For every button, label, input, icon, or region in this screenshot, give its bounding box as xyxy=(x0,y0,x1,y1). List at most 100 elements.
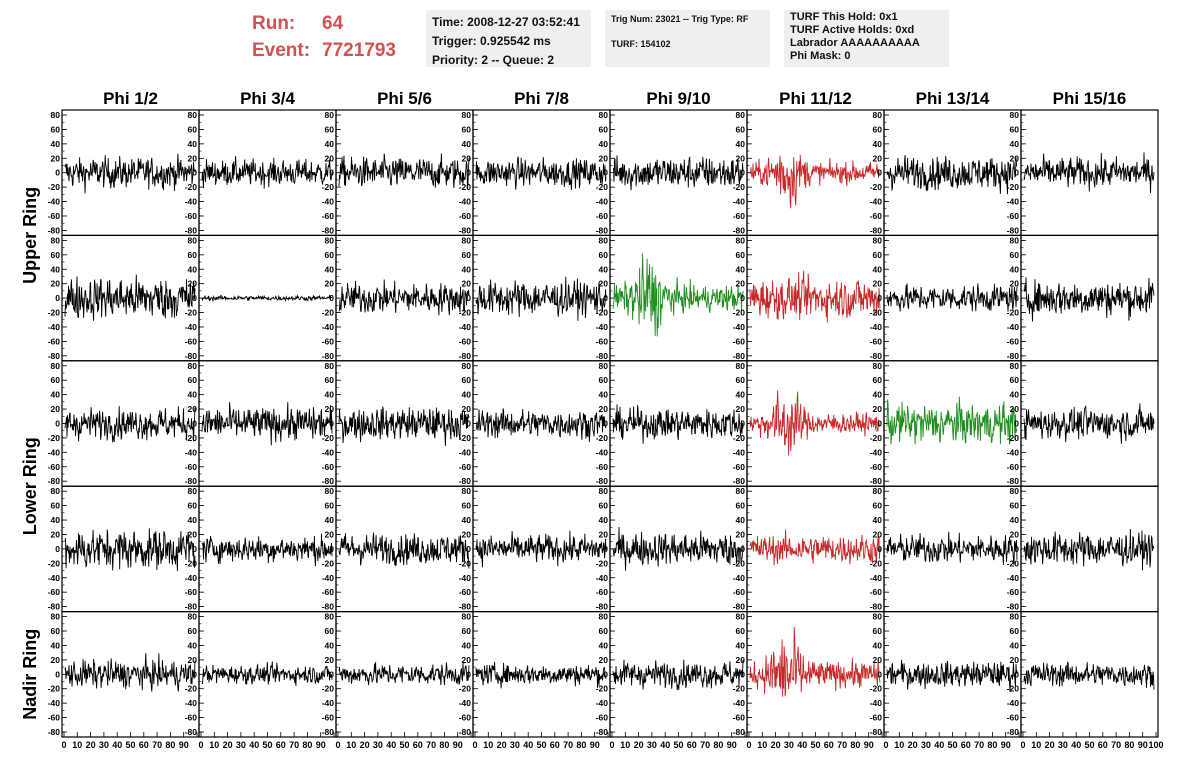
waveform-panel: -80 -60 -40 -20 0 20 40 60 80 xyxy=(185,109,337,237)
y-tick-label: -80 xyxy=(322,602,335,612)
x-tick-label: 70 xyxy=(974,740,984,750)
y-tick-label: -40 xyxy=(596,573,609,583)
x-tick-label: 30 xyxy=(647,740,657,750)
y-tick-label: -40 xyxy=(185,197,198,207)
y-tick-label: -20 xyxy=(48,182,61,192)
y-tick-label: -80 xyxy=(459,727,472,737)
y-tick-label: 40 xyxy=(873,640,883,650)
y-tick-label: -20 xyxy=(870,684,883,694)
y-tick-label: 80 xyxy=(873,110,883,120)
y-tick-label: -40 xyxy=(48,573,61,583)
y-tick-label: 60 xyxy=(736,626,746,636)
y-tick-label: 20 xyxy=(51,655,61,665)
x-tick-label: 60 xyxy=(1098,740,1108,750)
waveform-trace xyxy=(338,532,470,569)
y-tick-label: 80 xyxy=(1010,361,1020,371)
y-tick-label: 80 xyxy=(51,110,61,120)
y-tick-label: -60 xyxy=(870,587,883,597)
waveform-trace xyxy=(886,283,1018,312)
y-tick-label: -60 xyxy=(322,336,335,346)
y-tick-label: 40 xyxy=(1010,390,1020,400)
y-tick-label: 80 xyxy=(462,110,472,120)
waveform-trace xyxy=(64,653,196,692)
y-tick-label: 80 xyxy=(188,486,198,496)
x-tick-label: 30 xyxy=(99,740,109,750)
y-tick-label: 60 xyxy=(188,501,198,511)
y-tick-label: -80 xyxy=(596,727,609,737)
x-tick-label: 70 xyxy=(289,740,299,750)
y-tick-label: 0 xyxy=(329,544,334,554)
x-tick-label: 30 xyxy=(784,740,794,750)
waveform-trace xyxy=(338,153,470,189)
waveform-trace xyxy=(612,659,744,691)
y-tick-label: 80 xyxy=(325,486,335,496)
y-tick-label: 40 xyxy=(188,390,198,400)
waveform-panel: -80 -60 -40 -20 0 20 40 60 80 xyxy=(322,234,474,362)
y-tick-label: -80 xyxy=(733,351,746,361)
waveform-panel: -80 -60 -40 -20 0 20 40 60 80 xyxy=(322,485,474,613)
y-tick-label: -80 xyxy=(870,476,883,486)
y-tick-label: 0 xyxy=(603,669,608,679)
waveform-trace xyxy=(886,659,1018,692)
y-tick-label: 20 xyxy=(188,529,198,539)
y-tick-label: -60 xyxy=(596,587,609,597)
event-label: Event: xyxy=(252,40,311,61)
y-tick-label: 40 xyxy=(188,640,198,650)
y-tick-label: 40 xyxy=(1010,515,1020,525)
y-tick-label: 60 xyxy=(462,375,472,385)
waveform-trace xyxy=(338,279,470,316)
y-tick-label: 60 xyxy=(873,375,883,385)
waveform-trace xyxy=(612,253,744,337)
y-tick-label: -60 xyxy=(870,462,883,472)
y-tick-label: -40 xyxy=(596,322,609,332)
y-tick-label: -80 xyxy=(322,727,335,737)
waveform-panel: -80 -60 -40 -20 0 20 40 60 80 xyxy=(596,485,748,613)
x-tick-label: 70 xyxy=(1111,740,1121,750)
column-title: Phi 3/4 xyxy=(240,89,295,108)
y-tick-label: -60 xyxy=(1007,462,1020,472)
waveform-trace xyxy=(64,406,196,443)
waveform-trace xyxy=(612,526,744,571)
turf-text: TURF: 154102 xyxy=(611,39,671,49)
run-label: Run: xyxy=(252,13,296,34)
waveform-panel: -80 -60 -40 -20 0 20 40 60 80 xyxy=(733,234,885,362)
y-tick-label: -40 xyxy=(733,447,746,457)
y-tick-label: 0 xyxy=(55,168,60,178)
y-tick-label: 0 xyxy=(877,293,882,303)
y-tick-label: -60 xyxy=(48,587,61,597)
y-tick-label: -80 xyxy=(48,476,61,486)
y-tick-label: 80 xyxy=(188,361,198,371)
waveform-panel: -80 -60 -40 -20 0 20 40 60 80 xyxy=(596,109,748,237)
y-tick-label: -40 xyxy=(733,573,746,583)
waveform-panel: -80 -60 -40 -20 0 20 40 60 80 xyxy=(459,485,611,613)
y-tick-label: 80 xyxy=(1010,110,1020,120)
x-tick-label: 90 xyxy=(179,740,189,750)
y-tick-label: 20 xyxy=(51,529,61,539)
y-tick-label: 0 xyxy=(329,168,334,178)
waveform-panel: -80 -60 -40 -20 0 20 40 60 80 xyxy=(459,109,611,237)
x-tick-label: 10 xyxy=(757,740,767,750)
y-tick-label: 40 xyxy=(51,264,61,274)
run-value: 64 xyxy=(322,13,344,34)
x-tick-label: 20 xyxy=(223,740,233,750)
waveform-panel: -80 -60 -40 -20 0 20 40 60 80 xyxy=(596,360,748,487)
x-tick-label: 50 xyxy=(262,740,272,750)
waveform-panel: -80 -60 -40 -20 0 20 40 60 80 xyxy=(48,360,200,487)
column-title: Phi 13/14 xyxy=(916,89,990,108)
y-tick-label: -20 xyxy=(459,182,472,192)
y-tick-label: -40 xyxy=(322,447,335,457)
y-tick-label: 40 xyxy=(462,264,472,274)
y-tick-label: 60 xyxy=(188,375,198,385)
waveform-trace xyxy=(886,155,1018,195)
x-tick-label: 30 xyxy=(236,740,246,750)
y-tick-label: 80 xyxy=(51,235,61,245)
waveform-panel: -80 -60 -40 -20 0 20 40 60 80 xyxy=(733,485,885,613)
waveform-trace xyxy=(612,155,744,191)
y-tick-label: -40 xyxy=(596,197,609,207)
y-tick-label: -20 xyxy=(596,558,609,568)
y-tick-label: -80 xyxy=(870,602,883,612)
y-tick-label: 20 xyxy=(736,279,746,289)
y-tick-label: 40 xyxy=(873,139,883,149)
y-tick-label: -20 xyxy=(870,433,883,443)
y-tick-label: 60 xyxy=(873,124,883,134)
